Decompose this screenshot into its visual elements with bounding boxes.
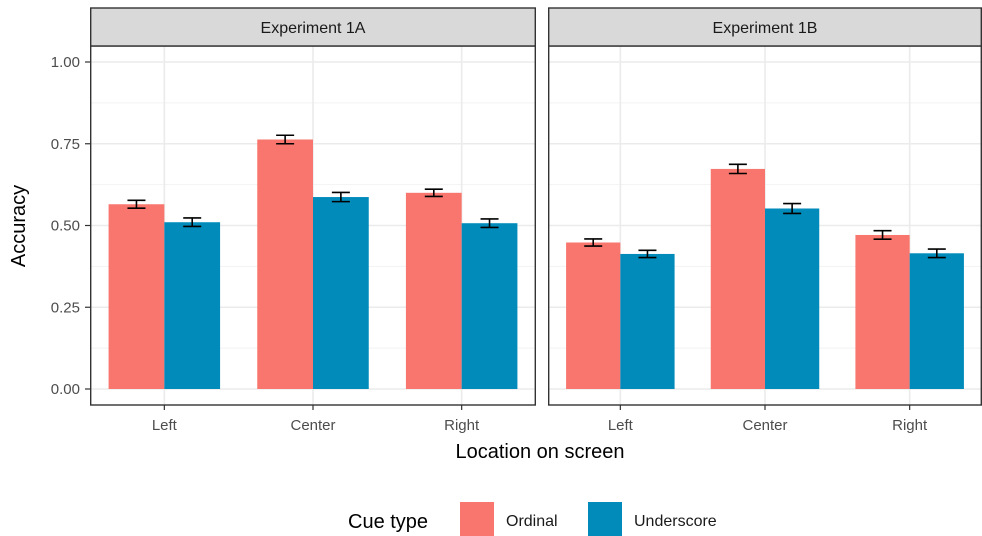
error-bar — [728, 163, 747, 175]
error-bar — [873, 229, 892, 241]
x-axis-title: Location on screen — [455, 441, 624, 463]
error-bar — [183, 217, 202, 228]
legend-key-ordinal — [460, 502, 494, 536]
facet-strip-label: Experiment 1A — [261, 20, 366, 37]
bar-ordinal-center — [257, 139, 313, 389]
error-bar — [927, 248, 946, 259]
legend-title: Cue type — [348, 511, 428, 533]
legend-label-underscore: Underscore — [634, 513, 717, 530]
x-tick-label: Right — [892, 417, 928, 434]
x-tick-label: Left — [608, 417, 634, 434]
error-bar — [331, 191, 350, 203]
bar-underscore-left — [164, 222, 221, 389]
x-tick-label: Left — [152, 417, 178, 434]
bar-underscore-right — [909, 253, 964, 389]
error-bar — [480, 218, 499, 229]
y-tick-label: 0.25 — [51, 299, 80, 316]
error-bar — [783, 202, 802, 215]
legend-key-underscore — [588, 502, 622, 536]
x-tick-label: Right — [444, 417, 480, 434]
legend: Cue type Ordinal Underscore — [348, 502, 717, 536]
y-tick-label: 0.00 — [51, 381, 80, 398]
error-bar — [424, 188, 443, 198]
bar-underscore-center — [765, 208, 820, 389]
facet-strip-label: Experiment 1B — [713, 20, 818, 37]
y-axis: 0.00 0.25 0.50 0.75 1.00 — [51, 54, 90, 398]
facet-panel: Left Center Right Experiment 1A — [89, 7, 537, 434]
bar-underscore-left — [620, 253, 675, 389]
bar-ordinal-center — [710, 168, 765, 389]
facet-panels: Left Center Right Experiment 1A Left Center Ri… — [89, 7, 982, 434]
error-bar — [127, 199, 146, 209]
bar-ordinal-left — [566, 242, 621, 389]
facet-strip — [548, 7, 982, 47]
error-bar — [584, 238, 603, 247]
y-tick-label: 0.50 — [51, 218, 80, 235]
y-tick-label: 0.75 — [51, 136, 80, 153]
facet-strip — [89, 7, 537, 47]
facet-panel: Left Center Right Experiment 1B — [548, 7, 982, 434]
x-tick-label: Center — [290, 417, 335, 434]
bar-underscore-right — [461, 223, 518, 389]
bar-ordinal-right — [405, 192, 462, 389]
bar-underscore-center — [313, 197, 369, 389]
error-bar — [638, 249, 657, 259]
bar-ordinal-left — [108, 204, 165, 389]
y-axis-title: Accuracy — [8, 185, 30, 267]
error-bar — [276, 134, 295, 145]
legend-label-ordinal: Ordinal — [506, 513, 558, 530]
x-tick-label: Center — [742, 417, 787, 434]
bar-ordinal-right — [855, 234, 910, 389]
y-tick-label: 1.00 — [51, 54, 80, 71]
